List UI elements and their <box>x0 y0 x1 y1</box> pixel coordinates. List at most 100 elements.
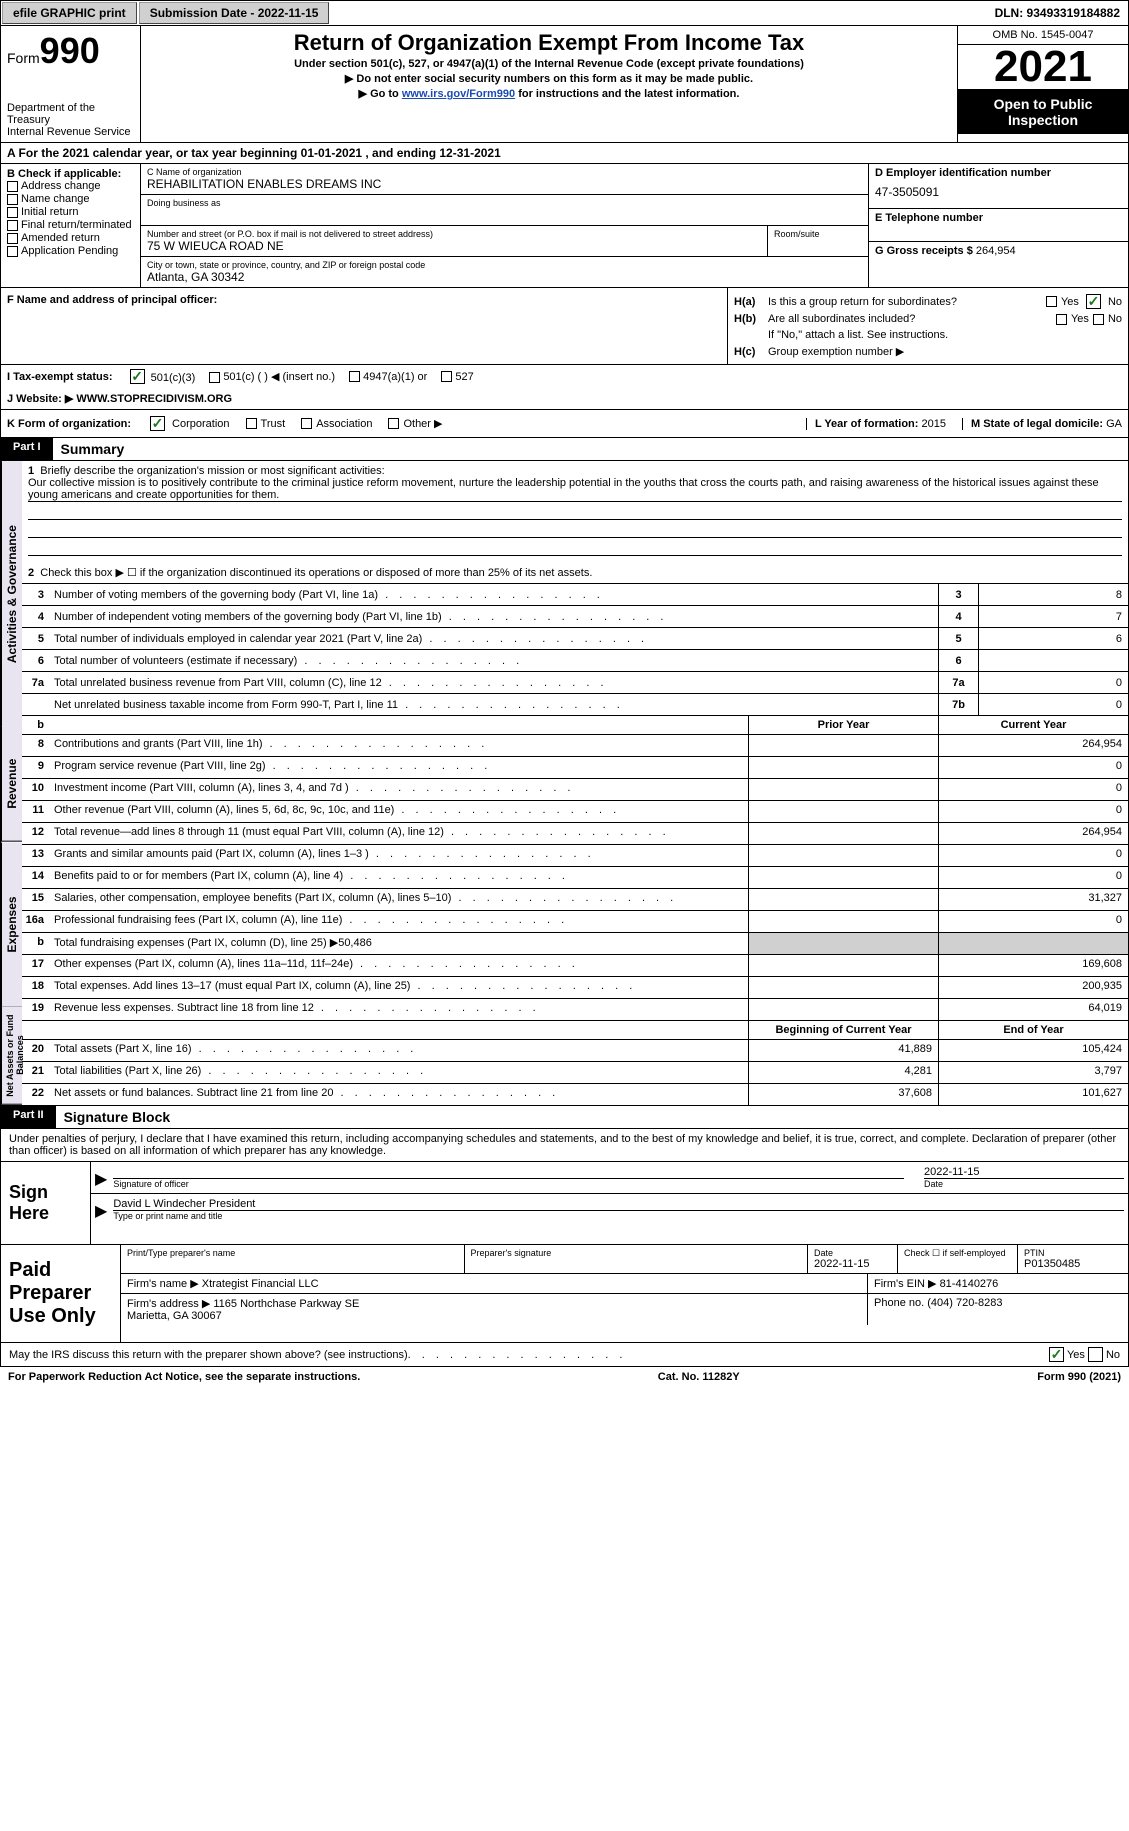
arrow-icon: ▶ <box>95 1169 107 1189</box>
signature-block: Under penalties of perjury, I declare th… <box>0 1129 1129 1343</box>
checkbox[interactable] <box>7 181 18 192</box>
财务-line: 10Investment income (Part VIII, column (… <box>22 778 1128 800</box>
checkbox[interactable] <box>7 220 18 231</box>
checkbox-label: Final return/terminated <box>21 219 132 231</box>
vtab-expenses: Expenses <box>1 842 22 1007</box>
财务-line: 21Total liabilities (Part X, line 26)4,2… <box>22 1061 1128 1083</box>
inspection-label: Open to Public Inspection <box>958 90 1128 134</box>
财务-line: 17Other expenses (Part IX, column (A), l… <box>22 954 1128 976</box>
room-label: Room/suite <box>774 229 862 239</box>
501c3-checkbox[interactable] <box>130 369 145 384</box>
sig-officer-label: Signature of officer <box>113 1178 904 1189</box>
checkbox[interactable] <box>7 207 18 218</box>
summary-line: 5Total number of individuals employed in… <box>22 627 1128 649</box>
hb-no-checkbox[interactable] <box>1093 314 1104 325</box>
summary-line: Net unrelated business taxable income fr… <box>22 693 1128 715</box>
street-value: 75 W WIEUCA ROAD NE <box>147 239 761 253</box>
501c-checkbox[interactable] <box>209 372 220 383</box>
may-discuss-row: May the IRS discuss this return with the… <box>0 1343 1129 1367</box>
summary-line: 4Number of independent voting members of… <box>22 605 1128 627</box>
checkbox-label: Address change <box>21 180 101 192</box>
财务-line: 11Other revenue (Part VIII, column (A), … <box>22 800 1128 822</box>
hc-label: Group exemption number ▶ <box>768 345 904 358</box>
firm-name: Xtrategist Financial LLC <box>202 1278 319 1290</box>
footer-right: Form 990 (2021) <box>1037 1371 1121 1383</box>
section-klm: K Form of organization: Corporation Trus… <box>0 410 1129 438</box>
dba-label: Doing business as <box>147 198 862 208</box>
ha-yes-checkbox[interactable] <box>1046 296 1057 307</box>
ha-no-checkbox[interactable] <box>1086 294 1101 309</box>
财务-line: 16aProfessional fundraising fees (Part I… <box>22 910 1128 932</box>
note-ssn: ▶ Do not enter social security numbers o… <box>149 72 949 85</box>
self-employed-check[interactable]: Check ☐ if self-employed <box>904 1248 1011 1259</box>
section-d: D Employer identification number 47-3505… <box>868 164 1128 287</box>
tax-status-label: I Tax-exempt status: <box>7 371 113 383</box>
checkbox[interactable] <box>7 233 18 244</box>
财务-line: 22Net assets or fund balances. Subtract … <box>22 1083 1128 1105</box>
org-name: REHABILITATION ENABLES DREAMS INC <box>147 177 862 191</box>
checkbox-label: Amended return <box>21 232 100 244</box>
declaration-text: Under penalties of perjury, I declare th… <box>1 1129 1128 1161</box>
org-form-label: K Form of organization: <box>7 418 131 430</box>
dln-label: DLN: 93493319184882 <box>995 6 1128 20</box>
page-footer: For Paperwork Reduction Act Notice, see … <box>0 1367 1129 1387</box>
department-label: Department of the Treasury Internal Reve… <box>7 102 134 138</box>
paid-preparer-label: Paid Preparer Use Only <box>1 1245 121 1342</box>
财务-line: 18Total expenses. Add lines 13–17 (must … <box>22 976 1128 998</box>
irs-link[interactable]: www.irs.gov/Form990 <box>402 88 515 100</box>
discuss-yes-checkbox[interactable] <box>1049 1347 1064 1362</box>
ein-label: D Employer identification number <box>875 167 1122 179</box>
财务-line: 15Salaries, other compensation, employee… <box>22 888 1128 910</box>
prior-year-header: Prior Year <box>748 716 938 734</box>
other-checkbox[interactable] <box>388 418 399 429</box>
assoc-checkbox[interactable] <box>301 418 312 429</box>
street-label: Number and street (or P.O. box if mail i… <box>147 229 761 239</box>
gross-label: G Gross receipts $ <box>875 245 973 257</box>
sign-here-label: Sign Here <box>1 1162 91 1244</box>
527-checkbox[interactable] <box>441 371 452 382</box>
state-domicile: GA <box>1106 418 1122 430</box>
form-number: Form990 <box>7 30 134 72</box>
summary-line: 6Total number of volunteers (estimate if… <box>22 649 1128 671</box>
current-year-header: Current Year <box>938 716 1128 734</box>
sig-date: 2022-11-15 <box>924 1166 1124 1178</box>
mission-label: Briefly describe the organization's miss… <box>40 465 384 477</box>
corp-checkbox[interactable] <box>150 416 165 431</box>
efile-print-button[interactable]: efile GRAPHIC print <box>2 2 137 24</box>
city-label: City or town, state or province, country… <box>147 260 862 270</box>
summary-line: 3Number of voting members of the governi… <box>22 583 1128 605</box>
checkbox[interactable] <box>7 194 18 205</box>
财务-line: bTotal fundraising expenses (Part IX, co… <box>22 932 1128 954</box>
top-bar: efile GRAPHIC print Submission Date - 20… <box>0 0 1129 26</box>
财务-line: 12Total revenue—add lines 8 through 11 (… <box>22 822 1128 844</box>
trust-checkbox[interactable] <box>246 418 257 429</box>
vtab-netassets: Net Assets or Fund Balances <box>1 1007 22 1105</box>
财务-line: 20Total assets (Part X, line 16)41,88910… <box>22 1039 1128 1061</box>
part1-body: Activities & Governance Revenue Expenses… <box>0 461 1129 1106</box>
4947-checkbox[interactable] <box>349 371 360 382</box>
checkbox-label: Application Pending <box>21 245 118 257</box>
line2-text: Check this box ▶ ☐ if the organization d… <box>40 567 592 579</box>
gross-value: 264,954 <box>976 245 1016 257</box>
footer-mid: Cat. No. 11282Y <box>658 1371 740 1383</box>
section-c: C Name of organization REHABILITATION EN… <box>141 164 868 287</box>
prep-sig-label: Preparer's signature <box>471 1248 802 1258</box>
form-subtitle: Under section 501(c), 527, or 4947(a)(1)… <box>149 58 949 70</box>
discuss-no-checkbox[interactable] <box>1088 1347 1103 1362</box>
end-year-header: End of Year <box>938 1021 1128 1039</box>
hb-yes-checkbox[interactable] <box>1056 314 1067 325</box>
footer-left: For Paperwork Reduction Act Notice, see … <box>8 1371 360 1383</box>
hb-note: If "No," attach a list. See instructions… <box>768 329 948 341</box>
officer-name: David L Windecher President <box>113 1198 1124 1210</box>
form-header: Form990 Department of the Treasury Inter… <box>0 26 1129 143</box>
submission-date-button[interactable]: Submission Date - 2022-11-15 <box>139 2 330 24</box>
officer-name-label: Type or print name and title <box>113 1210 1124 1221</box>
checkbox[interactable] <box>7 246 18 257</box>
财务-line: 13Grants and similar amounts paid (Part … <box>22 844 1128 866</box>
vtab-revenue: Revenue <box>1 727 22 842</box>
section-i: I Tax-exempt status: 501(c)(3) 501(c) ( … <box>0 365 1129 388</box>
section-b-label: B Check if applicable: <box>7 168 134 180</box>
hb-label: Are all subordinates included? <box>768 313 1056 325</box>
note-link: ▶ Go to www.irs.gov/Form990 for instruct… <box>149 87 949 100</box>
tax-year: 2021 <box>958 45 1128 90</box>
